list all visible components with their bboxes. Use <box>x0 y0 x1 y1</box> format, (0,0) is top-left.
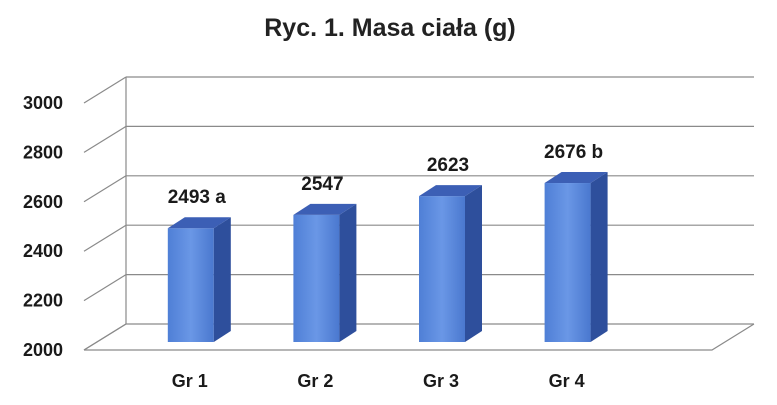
data-label: 2676 b <box>544 142 603 163</box>
x-category-label: Gr 2 <box>297 371 333 391</box>
bar-top <box>544 172 608 184</box>
bar-front <box>167 228 214 342</box>
y-tick-label: 2400 <box>23 241 63 261</box>
gridline-diagonal <box>83 125 127 153</box>
bar-top <box>419 185 482 197</box>
bar-top <box>167 217 231 229</box>
bars <box>167 172 608 342</box>
bar-side <box>465 185 482 342</box>
floor-edge <box>84 323 755 351</box>
data-label: 2623 <box>427 155 469 176</box>
y-axis-ticks: 2000 2200 2400 2600 2800 3000 <box>23 93 63 360</box>
data-label: 2547 <box>301 174 343 195</box>
bar-top <box>293 203 357 215</box>
chart-title: Ryc. 1. Masa ciała (g) <box>264 14 516 42</box>
x-category-label: Gr 1 <box>172 371 208 391</box>
gridline-diagonal <box>83 224 127 252</box>
y-tick-label: 2600 <box>23 192 63 212</box>
data-label: 2493 a <box>168 187 227 208</box>
y-tick-label: 2200 <box>23 291 63 311</box>
y-tick-label: 2800 <box>23 142 63 162</box>
y-tick-label: 2000 <box>23 340 63 360</box>
x-category-label: Gr 3 <box>423 371 459 391</box>
data-labels: 2493 a 2547 2623 2676 b <box>168 142 603 208</box>
x-category-label: Gr 4 <box>549 371 585 391</box>
bar-front <box>544 183 591 342</box>
gridline-diagonal <box>83 175 127 203</box>
gridline-diagonal <box>83 76 127 104</box>
bar-side <box>213 217 231 342</box>
bar-front <box>293 214 340 342</box>
gridline-diagonal <box>83 323 127 351</box>
bar-side <box>339 203 357 342</box>
x-axis-categories: Gr 1 Gr 2 Gr 3 Gr 4 <box>172 371 585 391</box>
gridline-diagonal <box>83 274 127 302</box>
bar-side <box>590 172 608 342</box>
y-tick-label: 3000 <box>23 93 63 113</box>
bar-front <box>419 196 465 342</box>
